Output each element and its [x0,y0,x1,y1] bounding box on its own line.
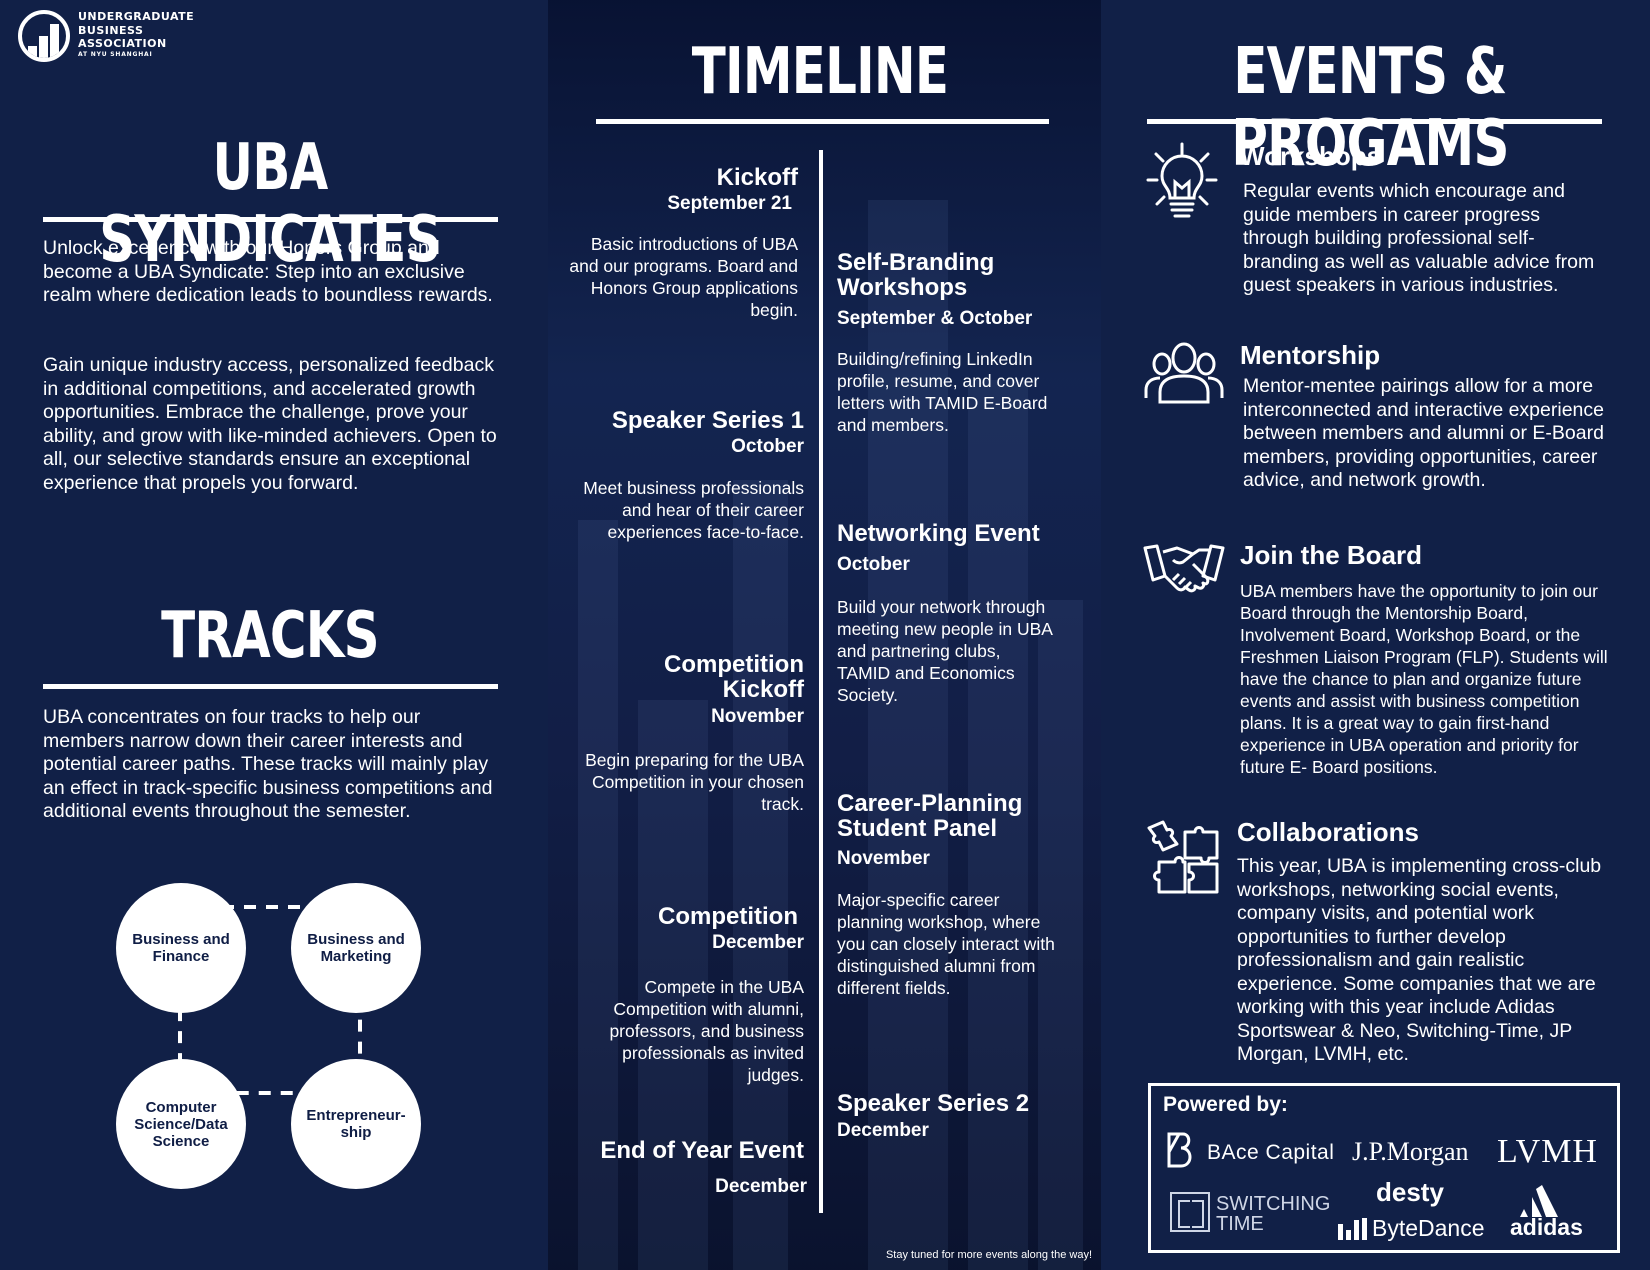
timeline-event-title: Networking Event [837,520,1040,547]
event-title: Join the Board [1240,540,1423,570]
left-panel [0,0,548,1270]
timeline-event-title: Self-Branding Workshops [837,249,995,301]
sponsor-jpmorgan: J.P.Morgan [1352,1137,1469,1166]
timeline-event-date: December [837,1120,929,1141]
timeline-title: TIMELINE [691,35,949,109]
timeline-event-desc: Begin preparing for the UBA Competition … [585,750,804,814]
timeline-panel [548,0,1101,1270]
timeline-event-title: Competition Kickoff [664,651,804,703]
sponsor-lvmh: LVMH [1497,1133,1598,1170]
timeline-event-title: Speaker Series 2 [837,1090,1030,1117]
bace-logo-icon [1165,1130,1199,1175]
timeline-event-desc: Build your network through meeting new p… [837,597,1052,705]
timeline-event-desc: Compete in the UBA Competition with alum… [609,977,804,1085]
timeline-footer-note: Stay tuned for more events along the way… [885,1249,1092,1261]
syndicates-title: UBA SYNDICATES [99,131,441,277]
timeline-event-desc: Meet business professionals and hear of … [583,478,804,542]
people-icon [1144,340,1224,404]
event-desc: Regular events which encourage and guide… [1243,180,1595,296]
track-circle: Business and Finance [116,883,246,1013]
event-desc: UBA members have the opportunity to join… [1240,581,1608,777]
adidas-logo-icon [1518,1183,1564,1222]
timeline-event-date: December [715,1176,807,1197]
uba-logo-icon [18,10,70,62]
puzzle-icon [1143,818,1221,896]
event-desc: This year, UBA is implementing cross-clu… [1237,855,1602,1065]
timeline-event-date: November [711,706,804,727]
timeline-rule [596,119,1049,124]
timeline-event-date: September 21 [667,193,792,214]
uba-logo-text: UNDERGRADUATE BUSINESS ASSOCIATION AT NY… [78,10,194,59]
handshake-icon [1143,540,1225,596]
logo-subtitle: AT NYU SHANGHAI [78,50,153,58]
track-circle: Business and Marketing [291,883,421,1013]
timeline-event-title: Kickoff [716,164,798,191]
syndicates-rule [43,217,498,222]
timeline-event-date: September & October [837,308,1033,329]
tracks-title: TRACKS [161,599,379,673]
syndicates-para-1: Unlock excellence with our Honors Group … [43,237,493,306]
timeline-event-desc: Basic introductions of UBA and our progr… [569,234,798,320]
logo-line-3: ASSOCIATION [78,37,167,50]
timeline-event-date: December [712,932,804,953]
timeline-axis [819,150,823,1213]
right-panel [1101,0,1650,1270]
timeline-event-date: October [837,554,910,575]
logo-line-1: UNDERGRADUATE [78,10,195,23]
powered-by-label: Powered by: [1163,1093,1288,1116]
event-title: Mentorship [1240,340,1381,370]
bytedance-logo-icon [1338,1218,1370,1245]
switching-time-logo-icon [1170,1192,1210,1232]
sponsor-adidas: adidas [1510,1214,1583,1240]
syndicates-para-2: Gain unique industry access, personalize… [43,354,497,494]
timeline-event-desc: Major-specific career planning workshop,… [837,890,1055,998]
timeline-event-date: November [837,848,930,869]
events-rule [1147,119,1602,124]
track-circle: Computer Science/Data Science [116,1059,246,1189]
logo-line-2: BUSINESS [78,23,144,37]
switching-time-line-1: SWITCHING [1216,1193,1331,1215]
timeline-event-title: Career-Planning Student Panel [837,790,1023,842]
switching-time-line-2: TIME [1216,1213,1264,1235]
tracks-para: UBA concentrates on four tracks to help … [43,706,493,822]
timeline-event-title: End of Year Event [600,1137,804,1164]
lightbulb-icon [1144,140,1220,222]
timeline-event-title: Speaker Series 1 [611,407,804,434]
event-title: Workshops [1240,141,1382,171]
timeline-event-desc: Building/refining LinkedIn profile, resu… [837,349,1048,435]
tracks-rule [43,684,498,689]
timeline-event-title: Competition [658,903,798,930]
sponsor-desty: desty [1376,1177,1444,1207]
event-desc: Mentor-mentee pairings allow for a more … [1243,375,1604,491]
sponsor-bytedance: ByteDance [1372,1215,1485,1241]
timeline-event-date: October [731,436,804,457]
sponsor-bace-capital: BAce Capital [1207,1141,1335,1164]
track-circle: Entrepreneur-ship [291,1059,421,1189]
event-title: Collaborations [1237,817,1420,847]
sponsor-switching-time: SWITCHING TIME [1216,1194,1330,1234]
powered-by-box [1148,1083,1620,1253]
